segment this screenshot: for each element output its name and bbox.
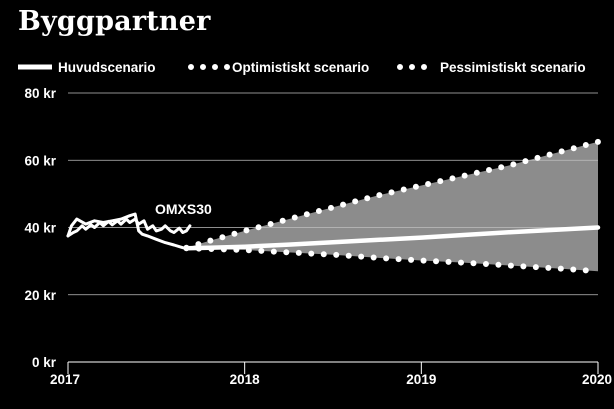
- y-tick-label: 20 kr: [24, 288, 56, 303]
- series-line-pessimistiskt-scenario: [183, 245, 601, 275]
- series-line-huvudscenario: [184, 225, 601, 251]
- y-tick-label: 80 kr: [24, 86, 56, 101]
- x-tick-label: 2018: [230, 372, 261, 387]
- legend-label-huvudscenario: Huvudscenario: [58, 60, 156, 75]
- series-line-byggpartner-historik: [66, 212, 188, 250]
- series-line-optimistiskt-scenario: [183, 138, 601, 251]
- y-tick-label: 40 kr: [24, 221, 56, 236]
- legend-label-optimistiskt: Optimistiskt scenario: [232, 60, 369, 75]
- x-tick-label: 2020: [582, 372, 612, 387]
- series-line-omxs30: [66, 217, 192, 238]
- legend-label-pessimistiskt: Pessimistiskt scenario: [440, 60, 586, 75]
- y-tick-label: 60 kr: [24, 153, 56, 168]
- legend: Huvudscenario Optimistiskt scenario Pess…: [18, 60, 586, 75]
- y-tick-label: 0 kr: [32, 355, 57, 370]
- scenario-band: [186, 141, 598, 272]
- x-tick-label: 2019: [406, 372, 436, 387]
- chart-title: Byggpartner: [18, 6, 211, 37]
- x-tick-label: 2017: [50, 372, 80, 387]
- omxs30-annotation: OMXS30: [155, 201, 212, 217]
